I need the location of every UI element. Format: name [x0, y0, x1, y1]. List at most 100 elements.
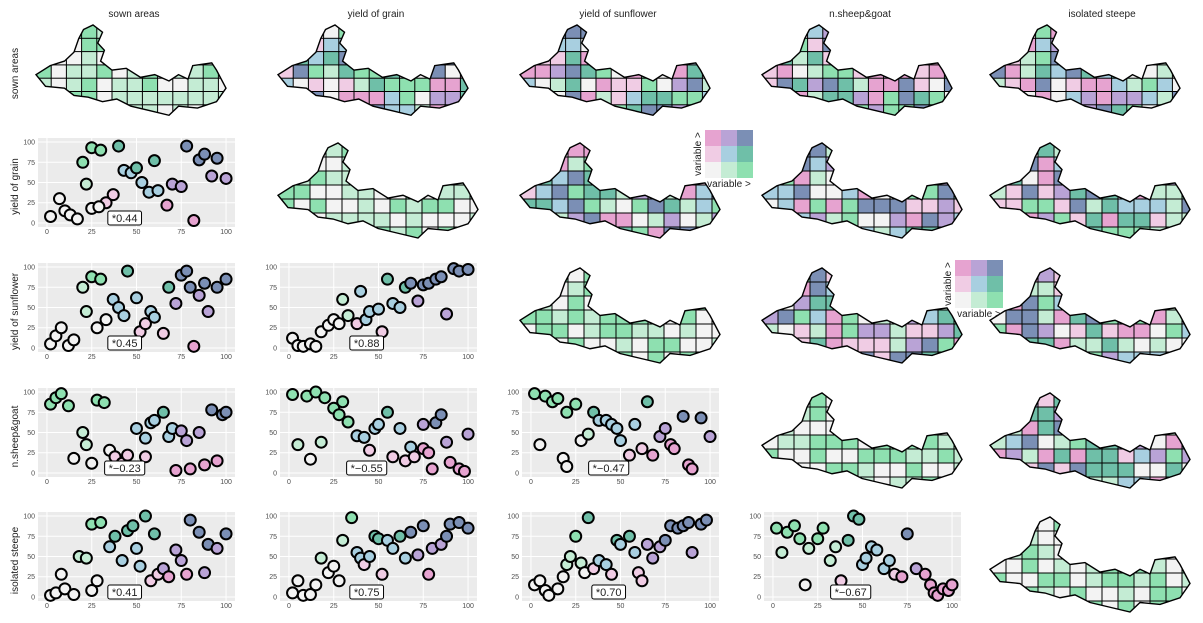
map-region: [338, 64, 355, 80]
map-region: [469, 156, 478, 172]
map-region: [1005, 212, 1023, 228]
map-region: [453, 226, 471, 238]
point: [183, 280, 197, 294]
map-region: [826, 366, 843, 381]
map-region: [1181, 268, 1190, 283]
point: [187, 339, 201, 353]
map-region: [459, 91, 468, 106]
map-region: [1165, 323, 1183, 339]
map-region: [1037, 226, 1055, 238]
label-box: [107, 210, 143, 226]
map-region: [929, 118, 945, 132]
point: [569, 529, 583, 543]
point: [219, 272, 233, 286]
map-outline: [988, 24, 1181, 117]
map-region: [1065, 64, 1083, 80]
map-region: [445, 118, 461, 132]
map-region: [50, 37, 68, 53]
map-region: [905, 448, 923, 464]
map-region: [793, 226, 811, 238]
legend-cell: [737, 130, 753, 146]
map-region: [1149, 281, 1167, 297]
map-region: [825, 198, 843, 214]
y-tick-label: 25: [511, 450, 519, 457]
map-region: [520, 104, 537, 116]
map-region: [944, 118, 960, 132]
map-region: [1037, 184, 1055, 200]
map-region: [1021, 309, 1039, 325]
map-region: [1053, 393, 1071, 408]
map-region: [857, 170, 875, 186]
legend-cell: [971, 292, 987, 308]
map-region: [567, 309, 585, 325]
map-region: [809, 476, 827, 488]
map-region: [990, 530, 1007, 546]
map-region: [825, 462, 843, 478]
map-region: [953, 156, 962, 172]
map-region: [390, 241, 407, 256]
map-region: [822, 25, 839, 40]
map-region: [581, 118, 597, 132]
map-region: [1005, 600, 1023, 612]
x-tick-label: 0: [45, 603, 49, 610]
map-region: [1133, 517, 1151, 532]
point: [658, 533, 672, 547]
map-region: [921, 295, 939, 311]
map-region: [1181, 351, 1190, 363]
point: [434, 408, 448, 422]
map-region: [444, 25, 462, 40]
map-region: [414, 91, 431, 106]
map-region: [906, 491, 923, 506]
map-region: [1035, 51, 1052, 66]
map-region: [889, 170, 907, 186]
map-region: [921, 281, 939, 297]
map-region: [679, 337, 697, 353]
map-region: [679, 198, 697, 214]
map-region: [647, 170, 665, 186]
point: [52, 192, 66, 206]
legend-cell: [987, 292, 1003, 308]
map-region: [323, 64, 340, 80]
point: [94, 516, 108, 530]
map-region: [1127, 118, 1143, 132]
map-region: [1004, 25, 1022, 40]
map-region: [568, 366, 585, 381]
map-region: [889, 212, 907, 228]
map-region: [96, 91, 114, 106]
map-region: [953, 476, 962, 488]
map-region: [1165, 226, 1183, 238]
map-region: [36, 91, 53, 106]
map-region: [520, 351, 537, 363]
map-region: [1141, 25, 1159, 40]
map-region: [142, 118, 158, 132]
map-region: [1141, 51, 1159, 66]
map-region: [852, 91, 870, 106]
map-region: [308, 118, 324, 132]
map-region: [1022, 241, 1039, 256]
map-region: [81, 37, 98, 53]
y-tick-label: 75: [511, 410, 519, 417]
map-region: [671, 37, 689, 53]
map-region: [1085, 544, 1103, 560]
map-region: [354, 118, 370, 132]
map-region: [326, 241, 343, 256]
map-region: [1126, 37, 1144, 53]
map-region: [580, 104, 597, 116]
map-region: [310, 241, 327, 256]
map-region: [777, 393, 795, 408]
map-region: [825, 226, 843, 238]
map-region: [368, 77, 386, 93]
map-region: [921, 393, 939, 408]
map-region: [921, 143, 939, 158]
map-region: [353, 104, 371, 116]
map-region: [777, 337, 795, 353]
map-region: [389, 170, 407, 186]
map-region: [656, 25, 673, 40]
map-region: [1133, 198, 1151, 214]
map-region: [292, 25, 310, 40]
map-region: [549, 77, 567, 93]
map-region: [1101, 420, 1119, 436]
map-region: [1050, 51, 1068, 66]
point: [54, 387, 68, 401]
map-region: [1085, 337, 1103, 353]
